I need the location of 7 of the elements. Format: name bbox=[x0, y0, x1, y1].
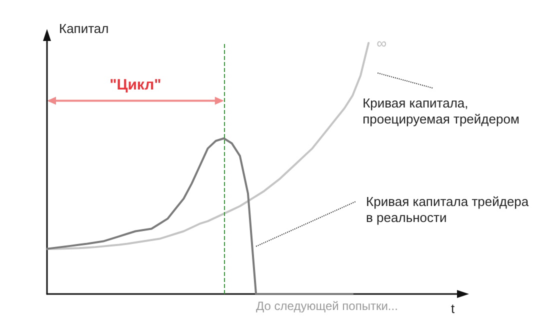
text: До следующей попытки... bbox=[256, 299, 398, 313]
annotation: ∞ bbox=[376, 35, 387, 51]
x-axis-title: t bbox=[451, 301, 455, 316]
annotation: Кривая капитала трейдера в реальности bbox=[366, 194, 530, 225]
annotation: "Цикл" bbox=[110, 76, 162, 94]
annotation: Кривая капитала, проецируемая трейдером bbox=[362, 96, 520, 126]
y-axis-title: Капитал bbox=[59, 21, 109, 36]
